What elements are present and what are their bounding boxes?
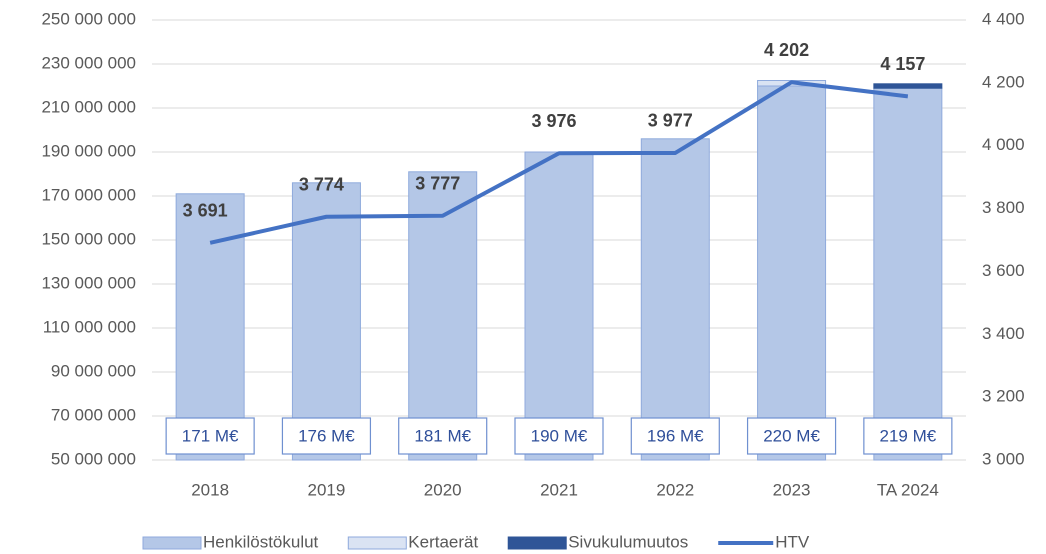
legend-swatch [142,536,202,550]
legend-swatch [507,536,567,550]
y-tick-label: 170 000 000 [41,185,136,204]
bar-segment [873,87,943,461]
label-box [281,417,372,455]
y2-tick-label: 3 000 [982,449,1025,468]
bar-segment [524,151,594,461]
label-box [863,417,953,455]
line-value-label: 3 977 [648,111,693,131]
y-tick-label: 250 000 000 [41,9,136,28]
bar-value-label: 176 M€ [298,426,355,445]
y2-tick-label: 4 200 [982,72,1025,91]
bar-value-label: 196 M€ [647,426,704,445]
y2-tick-label: 3 600 [982,261,1025,280]
label-box [514,417,604,455]
y-tick-label: 50 000 000 [51,449,136,468]
y-tick-label: 190 000 000 [41,141,136,160]
x-tick-label: 2020 [424,480,462,499]
legend-label: Sivukulumuutos [568,532,688,551]
y-tick-label: 70 000 000 [51,405,136,424]
legend-label: Kertaerät [408,532,478,551]
bar-value-label: 181 M€ [414,426,471,445]
bar-segment [291,182,361,461]
bar-value-label: 220 M€ [763,426,820,445]
y-tick-label: 110 000 000 [43,317,136,336]
y2-tick-label: 3 400 [982,324,1025,343]
y-tick-label: 130 000 000 [41,273,136,292]
legend-label: Henkilöstökulut [203,532,319,551]
label-box [398,417,488,455]
bar-segment [640,138,710,461]
legend-swatch [347,536,407,550]
x-tick-label: 2019 [308,480,346,499]
x-tick-label: 2023 [773,480,811,499]
y2-tick-label: 3 800 [982,198,1025,217]
x-tick-label: 2018 [191,480,229,499]
y-tick-label: 210 000 000 [41,97,136,116]
line-value-label: 3 774 [299,174,344,194]
x-tick-label: 2022 [656,480,694,499]
line-value-label: 4 157 [880,54,925,74]
x-tick-label: TA 2024 [877,480,939,499]
label-box [165,417,255,455]
y-tick-label: 90 000 000 [51,361,136,380]
legend-label: HTV [775,532,810,551]
y-tick-label: 150 000 000 [41,229,136,248]
line-value-label: 3 976 [531,111,576,131]
x-tick-label: 2021 [540,480,578,499]
y2-tick-label: 3 200 [982,387,1025,406]
bar-segment [408,171,478,461]
label-box [746,417,837,455]
y2-tick-label: 4 000 [982,135,1025,154]
y2-tick-label: 4 400 [982,9,1025,28]
bar-segment [757,85,827,461]
bar-value-label: 171 M€ [182,426,239,445]
label-box [630,417,720,455]
line [209,80,909,245]
bar-segment [873,83,943,89]
bar-value-label: 190 M€ [531,426,588,445]
y-tick-label: 230 000 000 [41,53,136,72]
bar-value-label: 219 M€ [880,426,937,445]
line-value-label: 3 777 [415,174,460,194]
line-value-label: 3 691 [183,201,228,221]
line-value-label: 4 202 [764,40,809,60]
